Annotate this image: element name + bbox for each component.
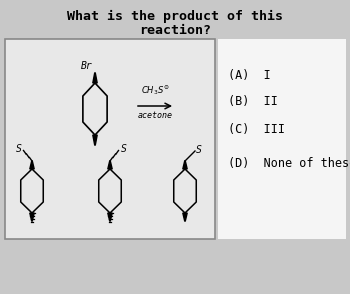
Text: (B)  II: (B) II	[228, 96, 278, 108]
Polygon shape	[108, 213, 112, 221]
Text: $CH_3S^{\circleddash}$: $CH_3S^{\circleddash}$	[141, 85, 169, 98]
Text: S: S	[196, 145, 202, 155]
FancyBboxPatch shape	[218, 39, 346, 239]
Polygon shape	[183, 161, 187, 169]
Text: (D)  None of these: (D) None of these	[228, 158, 350, 171]
Text: What is the product of this: What is the product of this	[67, 9, 283, 23]
FancyBboxPatch shape	[5, 39, 215, 239]
Text: (C)  III: (C) III	[228, 123, 285, 136]
Polygon shape	[93, 135, 97, 145]
Text: reaction?: reaction?	[139, 24, 211, 36]
Text: S: S	[16, 144, 22, 154]
Text: S: S	[121, 144, 127, 154]
Polygon shape	[30, 161, 34, 169]
Polygon shape	[183, 213, 187, 221]
Text: Br: Br	[81, 61, 93, 71]
Polygon shape	[30, 213, 34, 221]
Polygon shape	[93, 73, 97, 83]
Polygon shape	[108, 161, 112, 169]
Text: acetone: acetone	[138, 111, 173, 120]
Text: (A)  I: (A) I	[228, 69, 271, 83]
